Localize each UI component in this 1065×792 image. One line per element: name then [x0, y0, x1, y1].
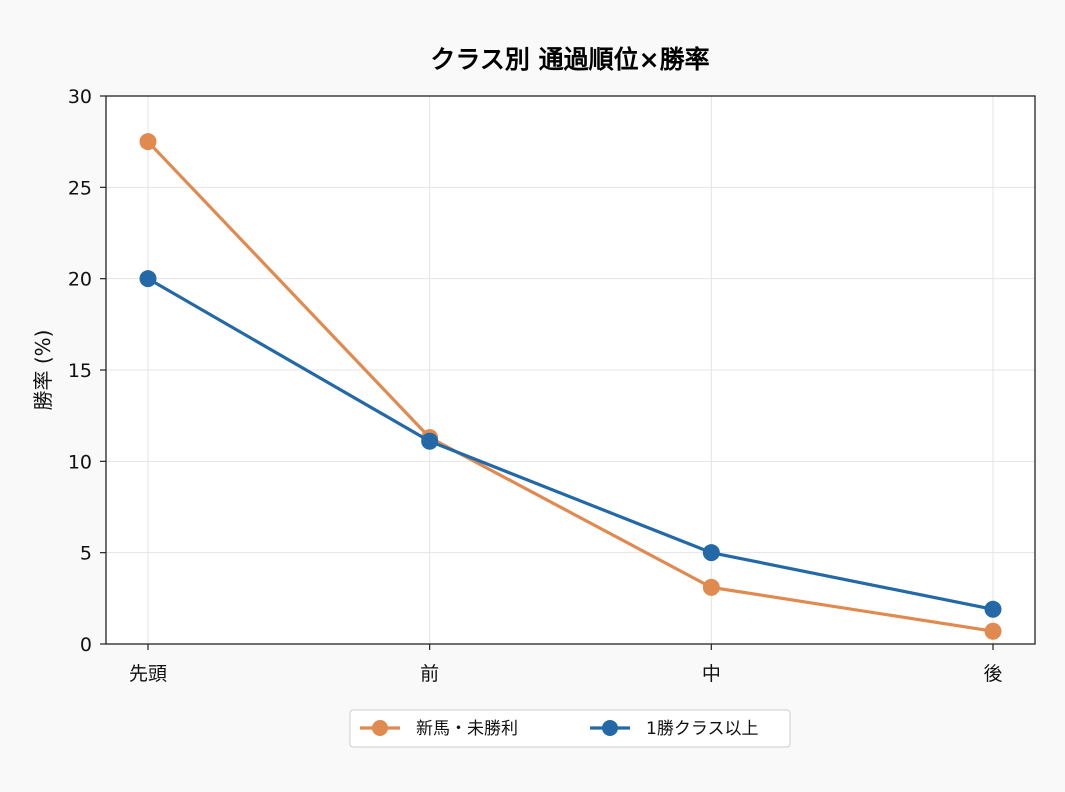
data-point	[984, 600, 1002, 618]
series-line	[146, 140, 994, 633]
series-line	[147, 277, 994, 611]
chart-title: クラス別 通過順位×勝率	[430, 45, 709, 74]
series-1	[139, 133, 1002, 640]
y-tick-label: 15	[68, 360, 92, 382]
series-group	[139, 133, 1002, 640]
x-tick-label: 先頭	[129, 663, 167, 685]
y-axis-ticks: 0 5 10 15 20 25 30	[68, 86, 106, 656]
y-axis-label: 勝率 (%)	[31, 330, 55, 411]
data-point	[702, 544, 720, 562]
x-tick-label: 中	[702, 663, 721, 685]
y-tick-label: 0	[80, 634, 92, 656]
legend-box	[349, 709, 791, 748]
legend-label: 1勝クラス以上	[646, 719, 758, 739]
data-point	[139, 133, 157, 151]
data-point	[421, 432, 439, 450]
y-tick-label: 20	[68, 269, 92, 291]
data-point	[139, 270, 157, 288]
series-2	[139, 270, 1002, 618]
legend-entry: 新馬・未勝利	[360, 719, 518, 739]
legend-label: 新馬・未勝利	[416, 719, 518, 739]
y-tick-label: 5	[80, 543, 92, 565]
y-tick-label: 10	[68, 451, 92, 473]
x-axis-ticks: 先頭 前 中 後	[129, 644, 1003, 685]
legend-marker	[372, 720, 388, 736]
y-tick-label: 25	[68, 177, 92, 199]
legend-entries: 新馬・未勝利 1勝クラス以上	[360, 719, 758, 739]
x-tick-label: 前	[420, 663, 439, 685]
legend-marker	[602, 720, 618, 736]
x-tick-label: 後	[983, 663, 1002, 685]
legend-entry: 1勝クラス以上	[590, 719, 758, 739]
data-point	[702, 578, 720, 596]
y-tick-label: 30	[68, 86, 92, 108]
data-point	[984, 622, 1002, 640]
legend: 新馬・未勝利 1勝クラス以上	[349, 709, 791, 748]
